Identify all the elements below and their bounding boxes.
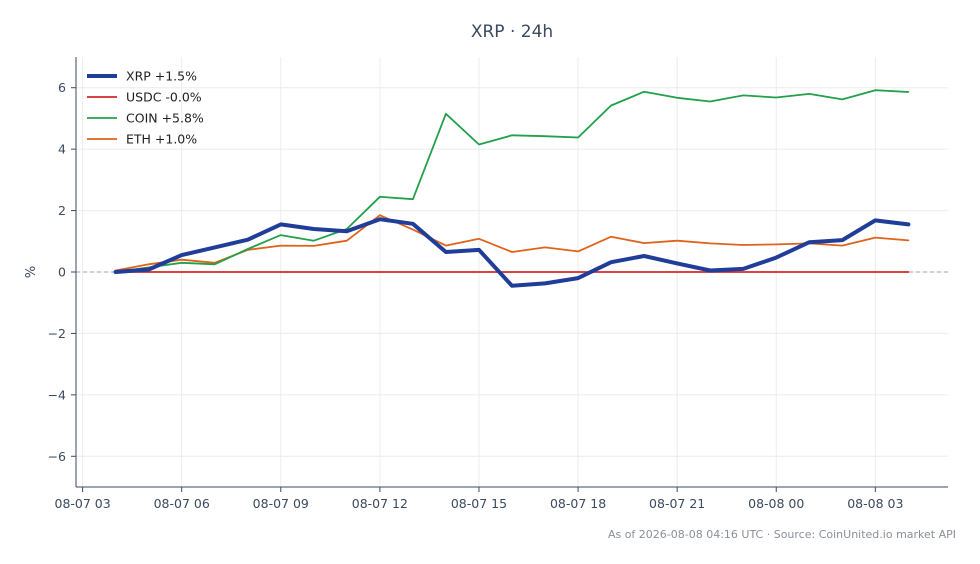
y-axis-label: % [24,266,39,278]
x-tick-label: 08-08 03 [847,496,903,511]
y-tick-label: −6 [48,449,66,464]
y-tick-label: 2 [58,203,66,218]
x-tick-label: 08-07 21 [649,496,705,511]
y-tick-label: −4 [48,387,66,402]
legend-label-xrp: XRP +1.5% [126,69,197,84]
series-line-coin [114,89,910,273]
x-tick-label: 08-08 00 [748,496,804,511]
x-axis-ticks: 08-07 03 08-07 06 08-07 09 08-07 12 08-07 15… [55,487,903,511]
source-footnote: As of 2026-08-08 04:16 UTC · Source: Coi… [608,528,956,541]
y-tick-label: −2 [48,326,66,341]
x-tick-label: 08-07 15 [451,496,507,511]
y-axis-ticks: −6 −4 −2 0 2 4 6 [48,80,76,464]
chart-title: XRP · 24h [471,22,553,42]
y-tick-label: 6 [58,80,66,95]
series-line-xrp [113,217,911,288]
legend-label-coin: COIN +5.8% [126,111,204,126]
x-tick-label: 08-07 18 [550,496,606,511]
x-tick-label: 08-07 06 [154,496,210,511]
legend-label-usdc: USDC -0.0% [126,90,202,105]
x-tick-label: 08-07 03 [55,496,111,511]
legend-label-eth: ETH +1.0% [126,132,197,147]
x-tick-label: 08-07 12 [352,496,408,511]
x-tick-label: 08-07 09 [253,496,309,511]
series-lines [113,89,911,288]
y-tick-label: 0 [58,265,66,280]
legend: XRP +1.5% USDC -0.0% COIN +5.8% ETH +1.0% [87,69,204,147]
y-tick-label: 4 [58,142,66,157]
